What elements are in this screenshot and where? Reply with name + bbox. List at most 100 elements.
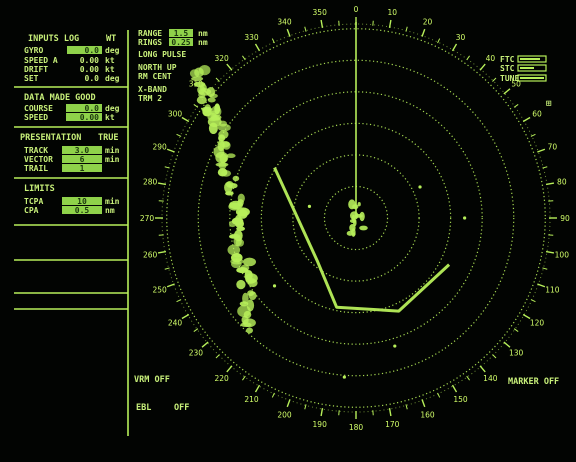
bearing-label: 70	[548, 143, 558, 152]
coastline-echo	[235, 207, 250, 217]
bearing-label: 260	[143, 250, 158, 259]
bearing-tick	[545, 250, 555, 254]
bearing-tick	[530, 133, 536, 137]
bearing-label: 240	[168, 319, 183, 328]
bearing-label: 290	[152, 143, 167, 152]
gyro-field[interactable]	[67, 46, 102, 54]
inputs-mode[interactable]: WT	[106, 34, 116, 44]
course-value: 0.0	[85, 104, 100, 113]
bearing-label: 230	[189, 348, 204, 357]
dmg-speed-label: SPEED	[24, 113, 48, 122]
ppi-display[interactable]: 0 10 20 30 40 50 60 70 80 90 100 110 120 130 140 150 160…	[140, 5, 570, 432]
coastline-echo	[237, 193, 245, 203]
pulse-mode[interactable]: LONG PULSE	[138, 50, 186, 59]
ebl-label[interactable]: EBL	[136, 403, 151, 413]
marker-status[interactable]: MARKER OFF	[508, 377, 559, 387]
bearing-tick	[542, 166, 548, 169]
tcpa-label: TCPA	[24, 197, 43, 206]
band-label: X-BAND	[138, 85, 167, 94]
gain-icon: ⊞	[546, 99, 551, 109]
bearing-tick	[226, 365, 233, 373]
bearing-label: 100	[555, 250, 570, 259]
bearing-tick	[503, 341, 511, 348]
bearing-tick	[479, 63, 486, 71]
ftc-slider[interactable]	[517, 55, 547, 63]
course-field[interactable]	[66, 104, 102, 112]
coastline-echo	[231, 217, 244, 225]
bearing-tick	[542, 267, 548, 270]
target-echo	[418, 185, 422, 189]
vrm-status[interactable]: VRM OFF	[134, 375, 170, 385]
vector-field[interactable]	[62, 155, 102, 163]
bearing-tick	[166, 148, 175, 153]
presentation-mode[interactable]: TRUE	[98, 133, 118, 143]
speed-unit: kt	[105, 56, 115, 65]
coastline-echo	[210, 105, 222, 118]
bearing-tick	[242, 55, 246, 61]
bearing-label: 170	[385, 420, 400, 429]
coastline-echo	[228, 202, 241, 211]
bearing-tick	[421, 399, 426, 408]
dmg-speed-value: 0.00	[80, 113, 99, 122]
bearing-tick	[157, 250, 167, 254]
bottom-controls: VRM OFF EBL OFF MARKER OFF	[134, 375, 559, 413]
bearing-tick	[304, 404, 307, 410]
bearing-label: 200	[277, 410, 292, 419]
bearing-tick	[492, 77, 497, 82]
drift-label: DRIFT	[24, 65, 48, 74]
coastline-echo	[193, 81, 206, 88]
bearing-tick	[286, 399, 291, 408]
tcpa-field[interactable]	[62, 197, 102, 205]
inputs-title: INPUTS LOG	[28, 34, 79, 44]
presentation-title: PRESENTATION	[20, 133, 81, 143]
range-panel: RANGE 1.5 nm RINGS 0.25 nm LONG PULSE NO…	[138, 29, 208, 103]
coastline-echo	[207, 97, 216, 103]
coastline-echo	[236, 267, 249, 274]
bearing-label: 320	[214, 54, 229, 63]
coastline-echo	[226, 181, 234, 188]
bearing-tick	[405, 26, 408, 32]
rings-field[interactable]	[169, 38, 193, 46]
bearing-tick	[176, 299, 182, 303]
transceiver-label[interactable]: TRM 2	[138, 94, 162, 103]
coastline-echo	[243, 310, 252, 319]
coastline-echo	[233, 229, 243, 242]
bearing-tick	[193, 328, 199, 332]
set-label: SET	[24, 74, 39, 83]
cpa-field[interactable]	[62, 206, 102, 214]
tune-slider-fill	[520, 77, 544, 79]
tcpa-unit: min	[105, 196, 120, 206]
bearing-tick	[522, 116, 531, 123]
bearing-label: 270	[140, 214, 155, 223]
centering-mode[interactable]: RM CENT	[138, 72, 172, 81]
bearing-tick	[545, 182, 555, 186]
gyro-value: 0.0	[85, 46, 100, 55]
coastline-echo	[198, 65, 211, 76]
data-made-good-title: DATA MADE GOOD	[24, 93, 96, 103]
coastline-echo	[189, 69, 200, 78]
set-value: 0.0	[85, 74, 100, 83]
stc-slider[interactable]	[517, 64, 547, 72]
dmg-speed-field[interactable]	[66, 113, 102, 121]
track-field[interactable]	[62, 146, 102, 154]
bearing-tick	[166, 283, 175, 288]
bearing-tick	[320, 19, 324, 29]
course-unit: deg	[105, 104, 120, 113]
bearing-label: 160	[420, 410, 435, 419]
rings-unit: nm	[198, 38, 208, 47]
ftc-label: FTC	[500, 55, 515, 64]
coastline-echo	[246, 299, 255, 312]
bearing-label: 210	[244, 395, 259, 404]
orientation-mode[interactable]: NORTH UP	[138, 63, 177, 72]
trail-field[interactable]	[62, 164, 102, 172]
bearing-label: 110	[545, 285, 560, 294]
rings-label: RINGS	[138, 38, 162, 47]
trail-label: TRAIL	[24, 164, 48, 173]
tune-label: TUNE	[500, 74, 519, 83]
range-field[interactable]	[169, 29, 193, 37]
bearing-tick	[537, 283, 546, 288]
bearing-tick	[492, 354, 497, 359]
gyro-label: GYRO	[24, 46, 43, 55]
range-label: RANGE	[138, 29, 162, 38]
tune-slider[interactable]	[517, 74, 547, 82]
